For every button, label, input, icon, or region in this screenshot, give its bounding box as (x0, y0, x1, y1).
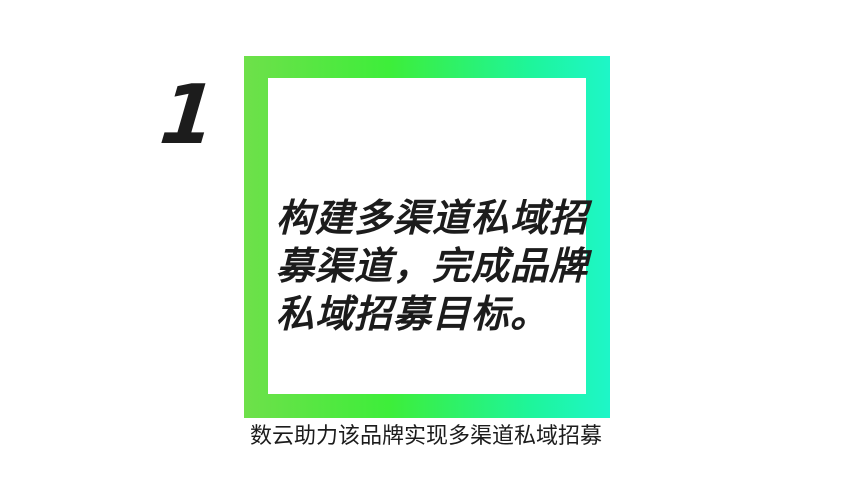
card-headline: 构建多渠道私域招 募渠道，完成品牌 私域招募目标。 (276, 194, 589, 338)
card-inner-panel (268, 78, 586, 394)
gradient-frame (244, 56, 610, 418)
headline-line-2: 募渠道，完成品牌 (276, 244, 589, 288)
step-number: 1 (155, 68, 221, 163)
headline-line-3: 私域招募目标。 (276, 292, 550, 336)
subtitle-caption: 数云助力该品牌实现多渠道私域招募 (249, 424, 602, 449)
headline-line-1: 构建多渠道私域招 (276, 196, 589, 240)
